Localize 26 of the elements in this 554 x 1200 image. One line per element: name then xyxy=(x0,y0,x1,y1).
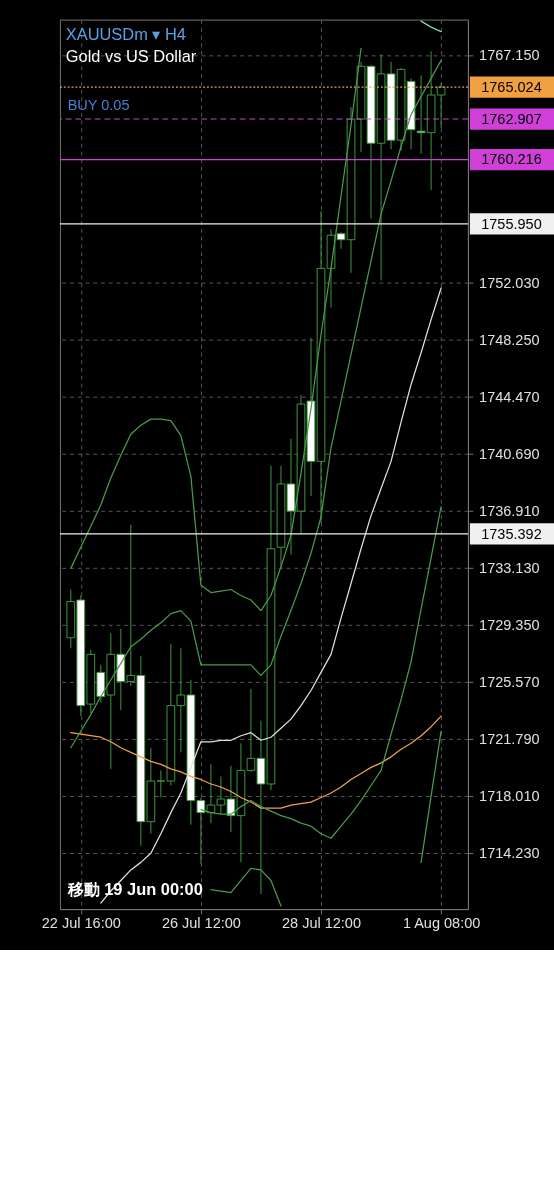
y-tick-label: 1725.570 xyxy=(479,674,540,691)
x-tick-label: 1 Aug 08:00 xyxy=(402,914,481,931)
text: Gold vs US Dollar xyxy=(65,47,197,66)
line-series xyxy=(70,715,442,809)
line-series xyxy=(100,287,442,904)
x-tick-label: 22 Jul 16:00 xyxy=(41,914,121,931)
ref-line-label: 1765.024 xyxy=(481,78,542,95)
x-tick-label: 28 Jul 12:00 xyxy=(281,914,361,931)
y-tick-label: 1714.230 xyxy=(479,845,540,862)
y-tick-label: 1752.030 xyxy=(479,275,540,292)
y-tick-label: 1718.010 xyxy=(479,788,540,805)
y-tick-label: 1729.350 xyxy=(479,617,540,634)
y-tick-label: 1744.470 xyxy=(479,389,540,406)
annotation: BUY 0.05 xyxy=(67,96,130,113)
y-tick-label: 1767.150 xyxy=(479,47,540,64)
ref-line-label: 1735.392 xyxy=(481,525,542,542)
chart-title: XAUUSDm ▾ H4 xyxy=(65,24,186,43)
x-tick-label: 26 Jul 12:00 xyxy=(161,914,241,931)
y-tick-label: 1733.130 xyxy=(479,560,540,577)
ref-line-label: 1755.950 xyxy=(481,215,542,232)
y-tick-label: 1736.910 xyxy=(479,503,540,520)
ref-line-label: 1760.216 xyxy=(481,151,542,168)
y-tick-label: 1721.790 xyxy=(479,731,540,748)
ref-line-label: 1762.907 xyxy=(481,110,542,127)
y-tick-label: 1748.250 xyxy=(479,332,540,349)
y-tick-label: 1740.690 xyxy=(479,446,540,463)
